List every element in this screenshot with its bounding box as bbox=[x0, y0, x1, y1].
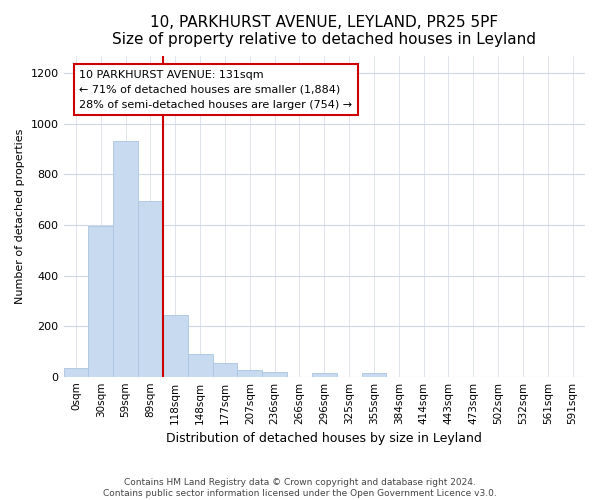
Bar bbox=[138, 201, 163, 376]
Y-axis label: Number of detached properties: Number of detached properties bbox=[15, 128, 25, 304]
Bar bbox=[163, 314, 188, 376]
Title: 10, PARKHURST AVENUE, LEYLAND, PR25 5PF
Size of property relative to detached ho: 10, PARKHURST AVENUE, LEYLAND, PR25 5PF … bbox=[112, 15, 536, 48]
Bar bbox=[212, 364, 238, 376]
Bar bbox=[262, 372, 287, 376]
Bar bbox=[238, 370, 262, 376]
Bar bbox=[64, 368, 88, 376]
Text: 10 PARKHURST AVENUE: 131sqm
← 71% of detached houses are smaller (1,884)
28% of : 10 PARKHURST AVENUE: 131sqm ← 71% of det… bbox=[79, 70, 352, 110]
Bar bbox=[362, 374, 386, 376]
Bar bbox=[113, 142, 138, 376]
Bar bbox=[88, 226, 113, 376]
Bar bbox=[312, 374, 337, 376]
Text: Contains HM Land Registry data © Crown copyright and database right 2024.
Contai: Contains HM Land Registry data © Crown c… bbox=[103, 478, 497, 498]
Bar bbox=[188, 354, 212, 376]
X-axis label: Distribution of detached houses by size in Leyland: Distribution of detached houses by size … bbox=[166, 432, 482, 445]
